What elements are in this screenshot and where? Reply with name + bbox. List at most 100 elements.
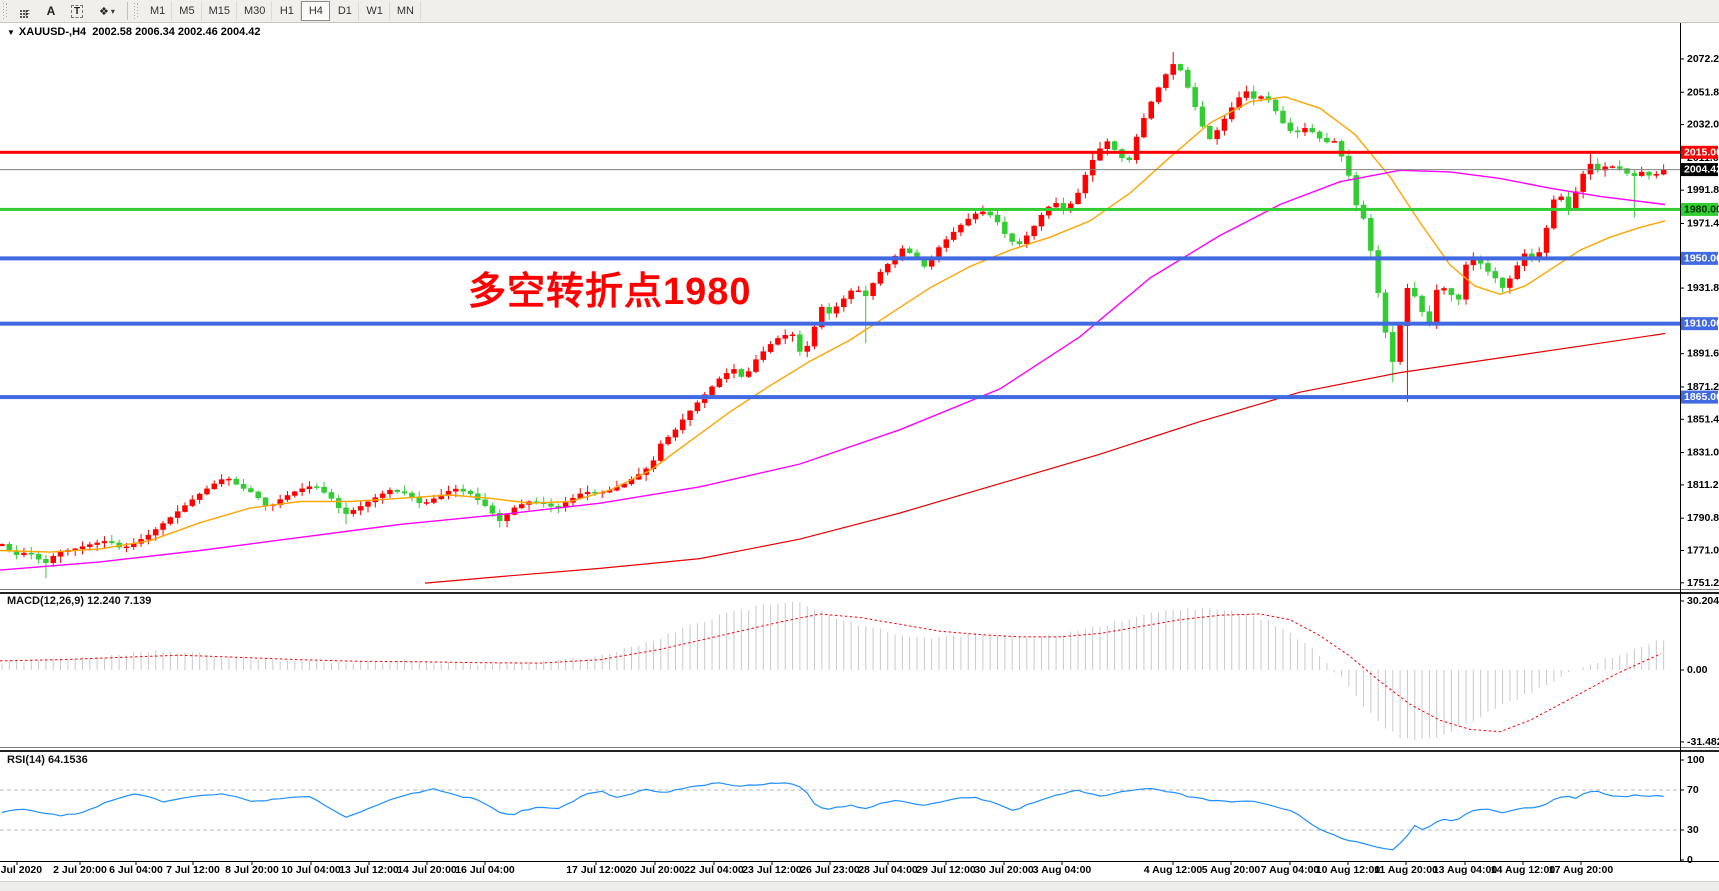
time-axis-label: 23 Jul 12:00 (742, 864, 802, 876)
price-tick-label: 1931.80 (1687, 282, 1719, 294)
time-axis-label: 17 Jul 12:00 (566, 864, 626, 876)
dropdown-caret-icon: ▾ (110, 6, 115, 16)
candle-body (1587, 163, 1594, 175)
level-badge-1980.00-bg (1681, 202, 1718, 216)
candle-body (789, 334, 796, 336)
time-axis-scale[interactable] (0, 861, 1719, 880)
time-axis-label: 13 Jul 12:00 (339, 864, 399, 876)
arrows-palette-icon[interactable]: ❖ ▾ (90, 1, 124, 21)
candle-body (694, 402, 701, 412)
candle-body (1280, 110, 1286, 124)
candle-body (1046, 206, 1052, 216)
candle-body (1324, 137, 1330, 143)
letter-t-glyph: T (70, 4, 84, 18)
price-tick-label: 1851.40 (1687, 413, 1719, 425)
hline-1950.00[interactable] (0, 256, 1680, 261)
time-axis-label: 14 Jul 20:00 (397, 864, 457, 876)
timeframe-button-M30[interactable]: M30 (237, 1, 273, 21)
level-badge-2015.00: 2015.00 (1684, 146, 1719, 158)
candle-body (233, 478, 239, 485)
candle-body (365, 501, 371, 507)
toolbar-grip-2[interactable] (134, 3, 139, 19)
candle-body (226, 478, 232, 481)
pane-separator-2-top[interactable] (0, 747, 1719, 748)
candle-body (863, 290, 869, 297)
timeframe-button-M1[interactable]: M1 (143, 1, 173, 21)
price-tick-label: 2072.20 (1687, 53, 1719, 65)
timeframe-button-H4[interactable]: H4 (301, 1, 331, 21)
hline-1865.00[interactable] (0, 395, 1680, 400)
candle-body (767, 344, 774, 352)
price-axis-scale[interactable] (1680, 22, 1719, 861)
toolbar-grip[interactable] (3, 3, 8, 19)
time-axis-label: 10 Jul 04:00 (281, 864, 341, 876)
candle-body (240, 483, 247, 489)
macd-scale-label: -31.482 (1687, 736, 1719, 748)
text-annotation-icon[interactable]: A (38, 1, 64, 21)
level-badge-1865.00: 1865.00 (1684, 391, 1719, 403)
price-tick-label: 1751.20 (1687, 577, 1719, 589)
candle-body (1031, 225, 1037, 237)
candle-body (621, 483, 627, 488)
rsi-scale-label: 100 (1687, 754, 1705, 766)
time-axis-label: 1 Jul 2020 (0, 864, 42, 876)
chart-annotation-text[interactable]: 多空转折点1980 (468, 271, 752, 313)
hline-1980.00[interactable] (0, 207, 1680, 211)
candle-body (306, 486, 313, 490)
candle-body (833, 306, 840, 314)
level-badge-1950.00-bg (1681, 251, 1718, 265)
symbol-dropdown-icon[interactable]: ▼ (7, 28, 15, 37)
candle-body (1382, 292, 1389, 333)
candle-body (6, 543, 13, 552)
candle-body (665, 436, 671, 445)
hline-1910.00[interactable] (0, 321, 1680, 326)
candle-body (328, 492, 335, 499)
candle-body (1038, 214, 1045, 227)
candle-body (204, 488, 210, 495)
pane-separator-2[interactable] (0, 750, 1719, 752)
current-price-badge-bg (1681, 163, 1718, 177)
time-axis-label: 10 Aug 12:00 (1316, 864, 1381, 876)
palette-glyph: ❖ (99, 5, 109, 18)
candle-body (1331, 141, 1337, 143)
candle-body (738, 369, 745, 377)
crosshair-grid-icon[interactable]: F (12, 1, 38, 21)
price-tick-label: 1831.00 (1687, 447, 1719, 459)
candle-body (1631, 173, 1638, 176)
candle-body (1565, 196, 1572, 209)
candle-body (1485, 263, 1491, 272)
candle-body (592, 491, 598, 494)
candle-body (28, 552, 35, 555)
candle-body (189, 499, 196, 506)
timeframe-button-D1[interactable]: D1 (330, 1, 360, 21)
timeframe-button-M15[interactable]: M15 (202, 1, 237, 21)
candle-body (1126, 157, 1133, 161)
time-axis-label: 29 Jul 12:00 (916, 864, 976, 876)
timeframe-button-M5[interactable]: M5 (172, 1, 202, 21)
text-label-icon[interactable]: T (64, 1, 90, 21)
candle-body (1133, 136, 1140, 161)
candle-body (511, 507, 518, 515)
candle-body (1368, 218, 1374, 251)
timeframe-button-MN[interactable]: MN (390, 1, 421, 21)
window-bottom-edge (0, 881, 1719, 891)
hline-2015.00[interactable] (0, 150, 1680, 154)
candle-body (548, 503, 554, 507)
candle-body (321, 486, 327, 493)
timeframe-button-H1[interactable]: H1 (272, 1, 302, 21)
candle-body (972, 213, 979, 220)
candle-body (884, 263, 891, 273)
time-axis-label: 7 Jul 12:00 (166, 864, 220, 876)
time-axis-label: 16 Jul 04:00 (455, 864, 515, 876)
candle-body (43, 558, 49, 563)
candle-body (1397, 325, 1403, 362)
timeframe-button-W1[interactable]: W1 (359, 1, 390, 21)
pane-separator-1[interactable] (0, 592, 1719, 594)
pane-separator-1-top[interactable] (0, 589, 1719, 590)
candle-body (1375, 250, 1381, 293)
rsi-value: 64.1536 (47, 754, 88, 766)
candle-body (1580, 173, 1586, 192)
candle-body (1170, 64, 1176, 75)
rsi-scale-label: 0 (1687, 854, 1693, 866)
